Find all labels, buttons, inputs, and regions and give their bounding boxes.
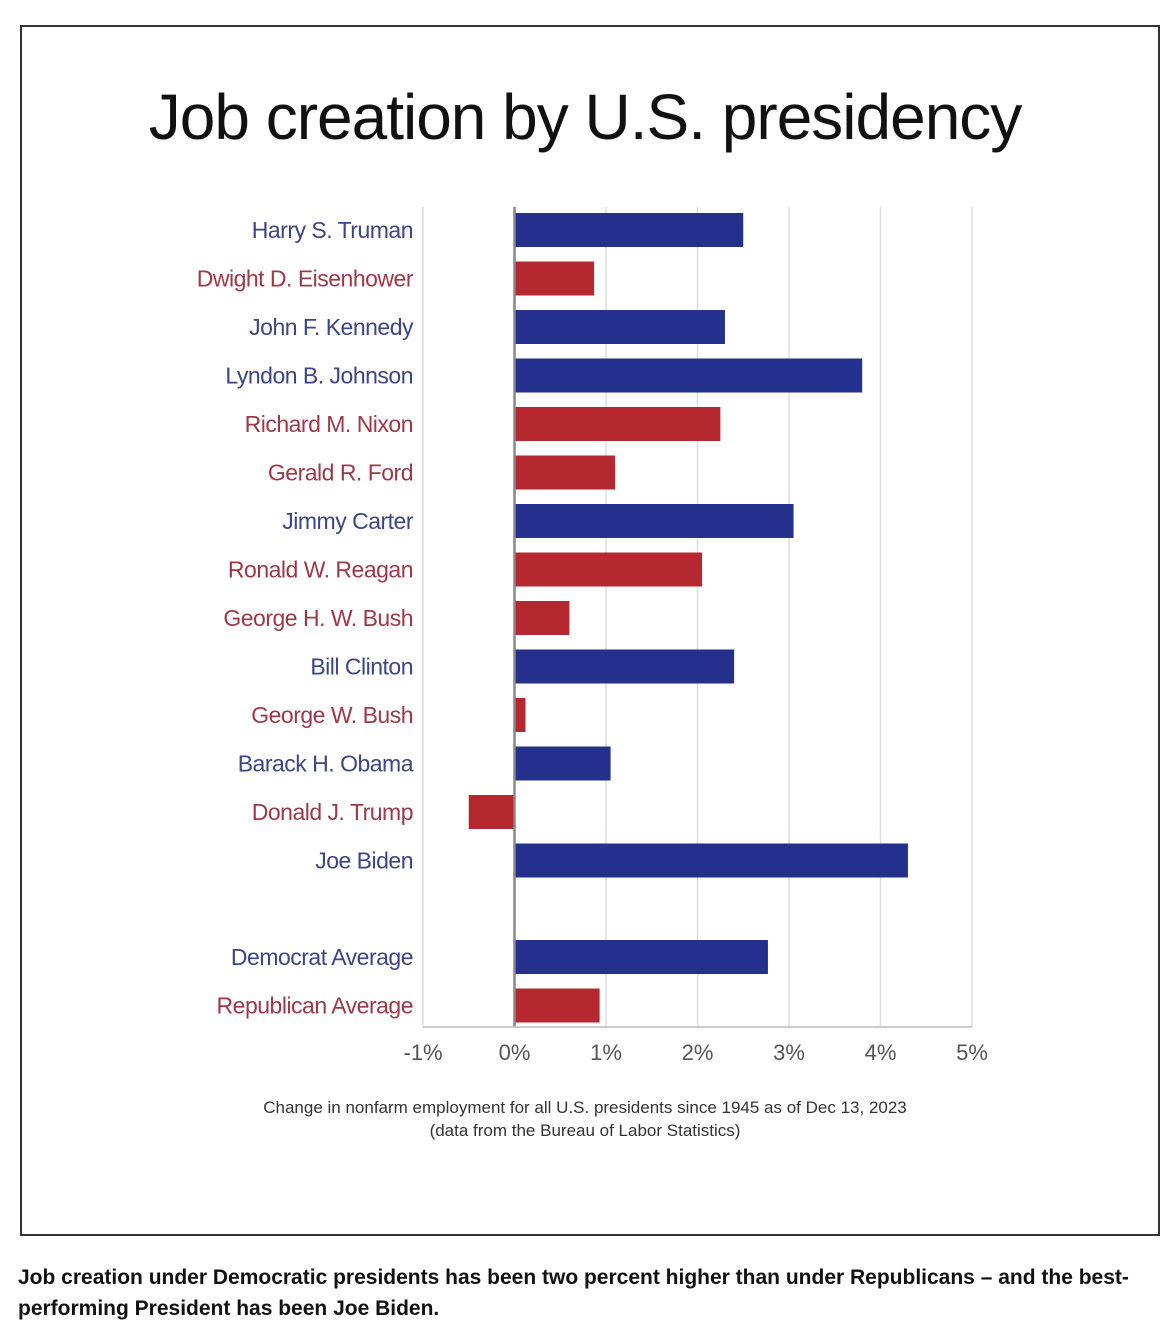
x-tick-labels: -1% 0% 1% 2% 3% 4% 5% bbox=[403, 1040, 987, 1065]
x-tick-label: 2% bbox=[682, 1040, 714, 1065]
category-label: Jimmy Carter bbox=[282, 508, 414, 534]
bar bbox=[514, 213, 744, 247]
category-label: John F. Kennedy bbox=[249, 314, 414, 340]
x-tick-label: 1% bbox=[590, 1040, 622, 1065]
bar bbox=[514, 746, 611, 781]
bar bbox=[514, 504, 794, 538]
bar bbox=[514, 358, 863, 393]
bar bbox=[514, 843, 908, 878]
bar bbox=[514, 940, 768, 974]
bar bbox=[514, 601, 570, 635]
category-label: Ronald W. Reagan bbox=[228, 557, 413, 583]
bar bbox=[514, 261, 595, 296]
x-tick-label: 0% bbox=[499, 1040, 531, 1065]
x-tick-label: -1% bbox=[403, 1040, 442, 1065]
category-label: Democrat Average bbox=[231, 944, 413, 970]
chart-caption: Change in nonfarm employment for all U.S… bbox=[0, 1096, 1170, 1142]
category-label: Harry S. Truman bbox=[252, 217, 413, 243]
bars bbox=[468, 213, 908, 1023]
bar bbox=[514, 455, 616, 490]
category-label: Richard M. Nixon bbox=[245, 411, 413, 437]
bar bbox=[514, 649, 735, 684]
category-label: Gerald R. Ford bbox=[268, 460, 413, 486]
category-label: George W. Bush bbox=[251, 702, 413, 728]
category-label: Barack H. Obama bbox=[238, 751, 414, 777]
category-label: Lyndon B. Johnson bbox=[225, 363, 413, 389]
bar-chart: Harry S. Truman Dwight D. Eisenhower John … bbox=[197, 207, 988, 1065]
chart-title: Job creation by U.S. presidency bbox=[148, 81, 1023, 153]
category-label: Republican Average bbox=[217, 993, 413, 1019]
category-label: Joe Biden bbox=[315, 848, 413, 874]
category-label: Donald J. Trump bbox=[252, 799, 413, 825]
category-label: Dwight D. Eisenhower bbox=[197, 266, 414, 292]
category-labels: Harry S. Truman Dwight D. Eisenhower John … bbox=[197, 217, 415, 1019]
bar bbox=[468, 795, 515, 829]
bar bbox=[514, 988, 600, 1023]
x-tick-label: 3% bbox=[773, 1040, 805, 1065]
caption-line-2: (data from the Bureau of Labor Statistic… bbox=[429, 1121, 741, 1140]
bar bbox=[514, 698, 526, 732]
bar bbox=[514, 310, 725, 344]
x-tick-label: 4% bbox=[865, 1040, 897, 1065]
axes bbox=[423, 207, 972, 1028]
category-label: George H. W. Bush bbox=[223, 605, 413, 631]
category-label: Bill Clinton bbox=[310, 654, 413, 680]
caption-line-1: Change in nonfarm employment for all U.S… bbox=[263, 1098, 907, 1117]
bar bbox=[514, 552, 703, 587]
footer-caption: Job creation under Democratic presidents… bbox=[18, 1266, 1129, 1320]
bar bbox=[514, 407, 721, 441]
x-tick-label: 5% bbox=[956, 1040, 988, 1065]
